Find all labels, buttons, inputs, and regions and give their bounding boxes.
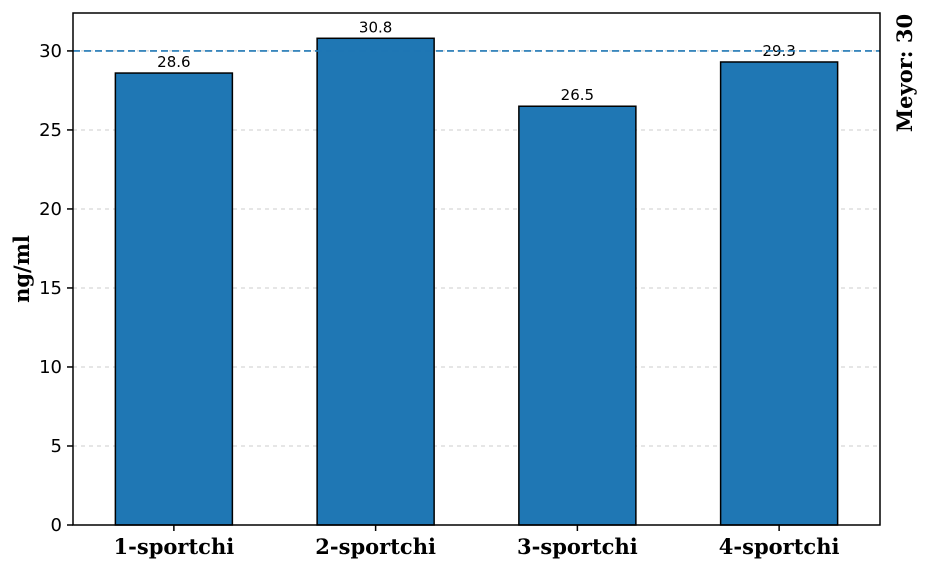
plot-frame bbox=[72, 12, 881, 526]
bar-4 bbox=[719, 61, 839, 526]
reference-line-label: Meyor: 30 bbox=[892, 14, 917, 132]
bar-3 bbox=[518, 105, 637, 526]
bar-value-label: 28.6 bbox=[157, 53, 190, 71]
bar-value-label: 26.5 bbox=[561, 86, 594, 104]
y-axis-title: ng/ml bbox=[9, 235, 34, 303]
y-tick-label: 25 bbox=[39, 120, 62, 141]
x-tick-label: 4-sportchi bbox=[719, 534, 840, 559]
y-tick-label: 0 bbox=[51, 515, 62, 536]
bar-1 bbox=[114, 72, 234, 526]
y-tick-label: 5 bbox=[51, 436, 62, 457]
y-axis-ticks: 0 5 10 15 20 25 30 bbox=[39, 41, 73, 536]
bars: 28.630.826.529.3 bbox=[114, 18, 839, 526]
y-tick-label: 30 bbox=[39, 41, 62, 62]
x-tick-label: 2-sportchi bbox=[315, 534, 436, 559]
y-tick-label: 10 bbox=[39, 357, 62, 378]
x-tick-label: 1-sportchi bbox=[114, 534, 235, 559]
x-axis-ticks: 1-sportchi 2-sportchi 3-sportchi 4-sportchi bbox=[114, 525, 840, 559]
y-tick-label: 20 bbox=[39, 199, 62, 220]
y-tick-label: 15 bbox=[39, 278, 62, 299]
bar-2 bbox=[316, 37, 435, 526]
bar-value-label: 30.8 bbox=[359, 18, 392, 36]
x-tick-label: 3-sportchi bbox=[517, 534, 638, 559]
